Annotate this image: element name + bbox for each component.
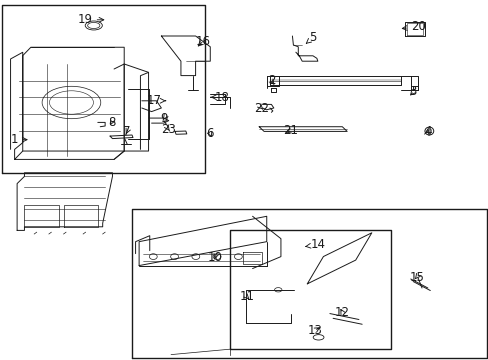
Text: 20: 20: [402, 21, 425, 33]
Text: 9: 9: [160, 112, 168, 125]
Text: 10: 10: [207, 251, 222, 264]
Text: 17: 17: [146, 94, 165, 107]
Text: 1: 1: [11, 133, 27, 146]
Text: 8: 8: [107, 116, 115, 129]
Text: 4: 4: [423, 125, 431, 138]
Text: 11: 11: [239, 291, 254, 303]
Text: 13: 13: [307, 324, 322, 337]
Text: 16: 16: [195, 35, 210, 48]
Text: 21: 21: [283, 124, 298, 137]
Text: 19: 19: [78, 13, 103, 26]
Text: 23: 23: [161, 123, 176, 136]
Text: 15: 15: [408, 271, 423, 284]
Text: 3: 3: [408, 85, 416, 98]
Text: 18: 18: [210, 91, 229, 104]
Text: 2: 2: [267, 75, 275, 87]
Text: 14: 14: [305, 238, 325, 251]
Text: 7: 7: [123, 125, 131, 138]
Text: 22: 22: [254, 102, 268, 114]
Text: 12: 12: [334, 306, 349, 319]
Text: 6: 6: [206, 127, 214, 140]
Text: 5: 5: [305, 31, 316, 44]
